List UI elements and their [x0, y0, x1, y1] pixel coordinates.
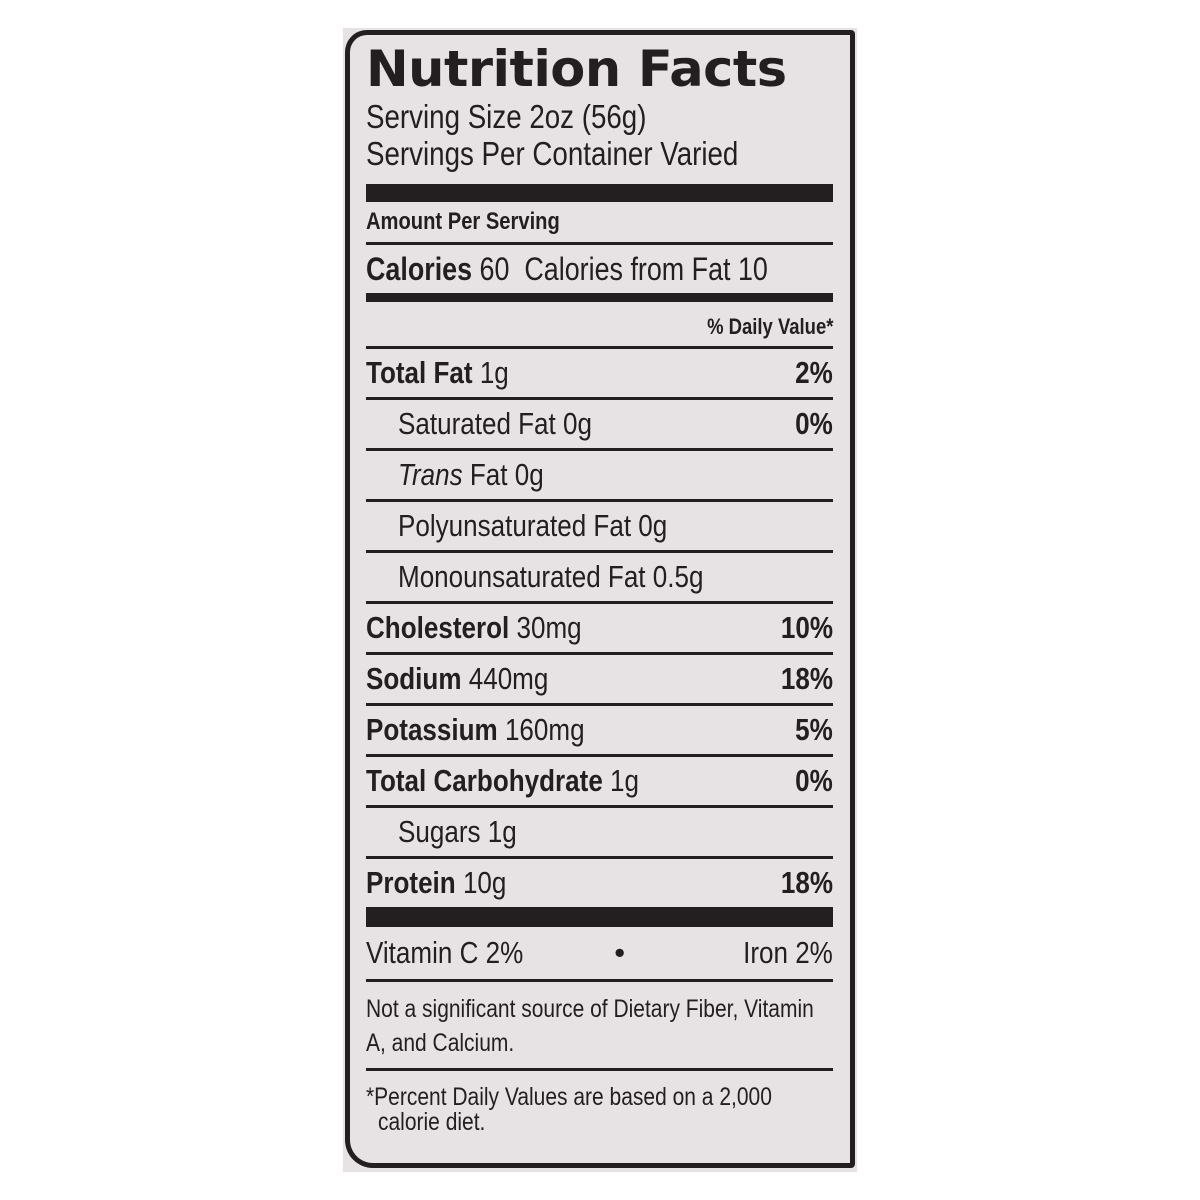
nutrient-row: Saturated Fat 0g 0%	[366, 400, 833, 448]
divider-medium	[366, 293, 833, 302]
divider	[366, 1068, 833, 1071]
daily-value-percent: 0%	[795, 406, 833, 441]
nutrient-name-amount: Sugars 1g	[398, 814, 517, 849]
nutrient-row: Polyunsaturated Fat 0g	[366, 502, 833, 550]
label-title: Nutrition Facts	[366, 40, 787, 98]
iron: Iron 2%	[743, 935, 833, 970]
bullet-separator: •	[614, 935, 626, 970]
daily-value-header: % Daily Value*	[706, 314, 833, 339]
nutrient-name-amount: Trans Fat 0g	[398, 457, 544, 492]
divider	[366, 652, 833, 655]
nutrient-row: Sugars 1g	[366, 808, 833, 856]
daily-value-percent: 10%	[780, 610, 833, 645]
nutrient-row: Monounsaturated Fat 0.5g	[366, 553, 833, 601]
divider	[366, 550, 833, 553]
nutrient-name-amount: Cholesterol 30mg	[366, 610, 582, 645]
calories-line: Calories 60 Calories from Fat 10	[366, 251, 768, 287]
divider	[366, 601, 833, 604]
vitamin-c: Vitamin C 2%	[366, 935, 524, 970]
daily-value-percent: 18%	[780, 865, 833, 900]
nutrient-row: Total Fat 1g 2%	[366, 349, 833, 397]
footnote-line-1: *Percent Daily Values are based on a 2,0…	[366, 1083, 772, 1111]
divider-thick	[366, 907, 833, 927]
divider	[366, 703, 833, 706]
nutrient-row: Cholesterol 30mg 10%	[366, 604, 833, 652]
daily-value-percent: 18%	[780, 661, 833, 696]
nutrient-name-amount: Total Carbohydrate 1g	[366, 763, 640, 798]
nutrient-name-amount: Monounsaturated Fat 0.5g	[398, 559, 704, 594]
footnote-line-2: calorie diet.	[378, 1108, 486, 1136]
vitamins-row: Vitamin C 2% • Iron 2%	[366, 927, 833, 979]
divider	[366, 754, 833, 757]
nutrient-row: Total Carbohydrate 1g 0%	[366, 757, 833, 805]
not-significant-note: Not a significant source of Dietary Fibe…	[366, 995, 814, 1057]
divider	[366, 346, 833, 349]
serving-size: Serving Size 2oz (56g)	[366, 98, 647, 135]
divider	[366, 448, 833, 451]
divider	[366, 242, 833, 245]
daily-value-percent: 5%	[795, 712, 833, 747]
divider	[366, 979, 833, 982]
daily-value-percent: 2%	[795, 355, 833, 390]
nutrient-name-amount: Saturated Fat 0g	[398, 406, 593, 441]
divider	[366, 397, 833, 400]
nutrient-row: Trans Fat 0g	[366, 451, 833, 499]
amount-per-serving: Amount Per Serving	[366, 208, 560, 235]
divider-thick	[366, 184, 833, 202]
nutrient-name-amount: Total Fat 1g	[366, 355, 509, 390]
divider	[366, 805, 833, 808]
nutrient-list: Total Fat 1g 2% Saturated Fat 0g 0% Trans Fa…	[366, 349, 833, 907]
nutrient-name-amount: Protein 10g	[366, 865, 507, 900]
divider	[366, 856, 833, 859]
divider	[366, 499, 833, 502]
nutrient-name-amount: Potassium 160mg	[366, 712, 585, 747]
servings-per-container: Servings Per Container Varied	[366, 135, 739, 172]
nutrition-facts-panel: Nutrition Facts Serving Size 2oz (56g) S…	[366, 40, 833, 1135]
nutrient-name-amount: Polyunsaturated Fat 0g	[398, 508, 668, 543]
nutrient-row: Potassium 160mg 5%	[366, 706, 833, 754]
nutrition-label-border	[345, 30, 855, 1168]
nutrient-name-amount: Sodium 440mg	[366, 661, 549, 696]
daily-value-percent: 0%	[795, 763, 833, 798]
nutrient-row: Sodium 440mg 18%	[366, 655, 833, 703]
nutrient-row: Protein 10g 18%	[366, 859, 833, 907]
